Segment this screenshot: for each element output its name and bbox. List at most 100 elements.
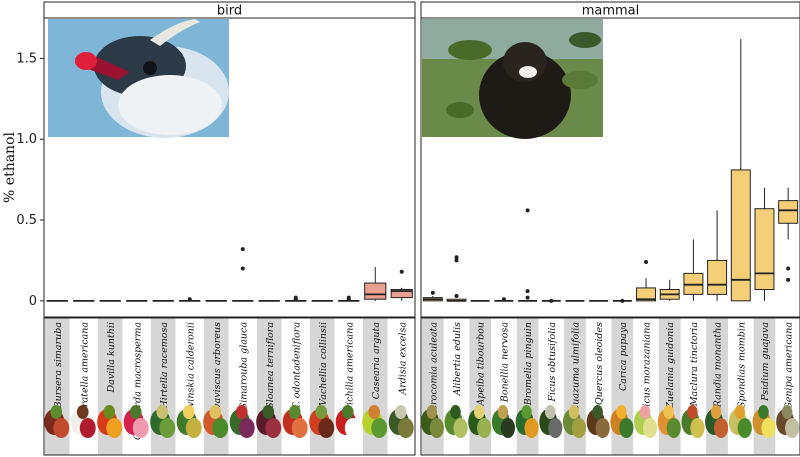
category-label: Carica papaya [618, 322, 629, 391]
fruit-illustration [362, 405, 388, 438]
fruit-illustration [586, 405, 610, 438]
outlier-point [525, 289, 530, 294]
fruit-illustration [752, 405, 776, 438]
box-randia-monantha [707, 210, 728, 301]
outlier-point [454, 258, 459, 263]
fruit-illustration [309, 405, 335, 438]
category-label: Bonellia nervosa [499, 322, 510, 403]
panel-frame [420, 17, 800, 318]
category-label: Ficus morazaniana [642, 322, 653, 415]
fruit-illustration [444, 405, 468, 438]
iqr-box [364, 282, 387, 300]
box-acrocomia-aculeata [422, 290, 443, 302]
category-label: Spondias mombin [736, 322, 747, 408]
category-label: Genipa americana [784, 322, 795, 410]
y-tick-label: 0.5 [16, 213, 37, 228]
category-label: Randia monantha [713, 322, 724, 409]
fruit-illustration [515, 405, 539, 438]
fruit-illustration [70, 405, 96, 438]
outlier-point [346, 295, 351, 300]
fruit-illustration [229, 405, 255, 438]
category-label: Acrocomia aculeata [428, 322, 439, 418]
fruit-illustration [123, 405, 149, 438]
category-label: Hirtella racemosa [159, 322, 170, 410]
category-label: Casearia arguta [371, 322, 382, 400]
fruit-illustration [610, 405, 634, 438]
box-carica-papaya [612, 298, 632, 303]
fruit-illustration [468, 405, 492, 438]
category-label: Guazuma ulmifolia [570, 322, 581, 413]
box-ficus-obtusifolia [541, 298, 561, 303]
fruit-illustration [203, 405, 229, 438]
fruit-illustration [44, 405, 70, 438]
category-label: Alibertia edulis [452, 322, 463, 397]
category-label: Quercus oleoides [594, 322, 605, 405]
category-label: T. odontadeniflora [291, 322, 302, 410]
panel-mammal: mammal Acrocomia aculeata Alibertia edulis… [420, 1, 800, 456]
facet-title: bird [217, 4, 242, 19]
iqr-box [730, 169, 751, 302]
outlier-point [501, 297, 506, 302]
y-tick-label: 1.5 [16, 51, 37, 66]
fruit-illustration [776, 405, 800, 438]
label-frame [420, 317, 800, 456]
box-ficus-morazaniana [636, 260, 657, 302]
fruit-illustration [388, 405, 414, 438]
fruit-illustration [150, 405, 176, 438]
fruit-illustration [176, 405, 202, 438]
category-label: Simarouba glauca [238, 322, 249, 410]
category-label: Psidium guajava [760, 322, 771, 402]
box-zuelania-guidonia [659, 279, 680, 301]
category-label: Ficus obtusifolia [547, 322, 558, 403]
y-axis-label: % ethanol [2, 132, 18, 203]
box-maclura-tinctoria [683, 239, 704, 301]
category-label: Vachellia collinsii [318, 322, 329, 406]
y-tick-label: 1.0 [16, 132, 37, 147]
outlier-point [399, 269, 404, 274]
panels: bird Bursera simaruba Curatella americana D… [43, 1, 800, 456]
panel-bird: bird Bursera simaruba Curatella americana D… [43, 1, 416, 456]
monkey-photo [422, 19, 603, 139]
outlier-point [525, 208, 530, 213]
box-psidium-guajava [754, 187, 775, 301]
outlier-point [240, 247, 245, 252]
outlier-point [240, 266, 245, 271]
outlier-point [454, 255, 459, 260]
iqr-box [778, 200, 799, 224]
outlier-point [644, 260, 649, 265]
box-bromelia-pinguin [518, 208, 538, 302]
y-axis: 0 0.5 1.0 1.5 % ethanol [2, 51, 44, 309]
fruit-illustration [681, 405, 705, 438]
iqr-box [636, 287, 657, 302]
fruit-illustration [634, 405, 658, 438]
outlier-point [786, 266, 791, 271]
panel-frame [43, 17, 416, 318]
y-tick-label: 0 [29, 294, 37, 309]
box-genipa-americana [778, 187, 799, 282]
outlier-point [187, 297, 192, 302]
label-frame [43, 317, 416, 456]
box-casearia-arguta [364, 266, 387, 301]
fruit-illustration [282, 405, 308, 438]
category-label: Karwinskia calderonii [185, 322, 196, 428]
iqr-box [754, 208, 775, 291]
box-ardisia-excelsa [390, 269, 413, 301]
iqr-box [707, 259, 728, 295]
fruit-illustration [97, 405, 123, 438]
box-bonellia-nervosa [494, 297, 514, 302]
box-karwinskia-calderonii [179, 297, 201, 302]
outlier-point [549, 298, 554, 303]
category-label: Malvaviscus arboreus [212, 322, 223, 428]
category-label: Sloanea terniflora [265, 322, 276, 409]
fruit-illustration [420, 405, 444, 438]
box-alibertia-edulis [446, 255, 467, 302]
fruit-illustration [491, 405, 516, 438]
category-label: Ardisia excelsa [397, 322, 408, 396]
category-label: Guettarda macrosperma [132, 322, 143, 440]
box-spondias-mombin [730, 39, 751, 302]
category-label: Maclura tinctoria [689, 322, 700, 408]
fruit-illustration [256, 405, 282, 438]
outlier-point [430, 290, 435, 295]
category-label: Bromelia pinguin [523, 322, 534, 406]
